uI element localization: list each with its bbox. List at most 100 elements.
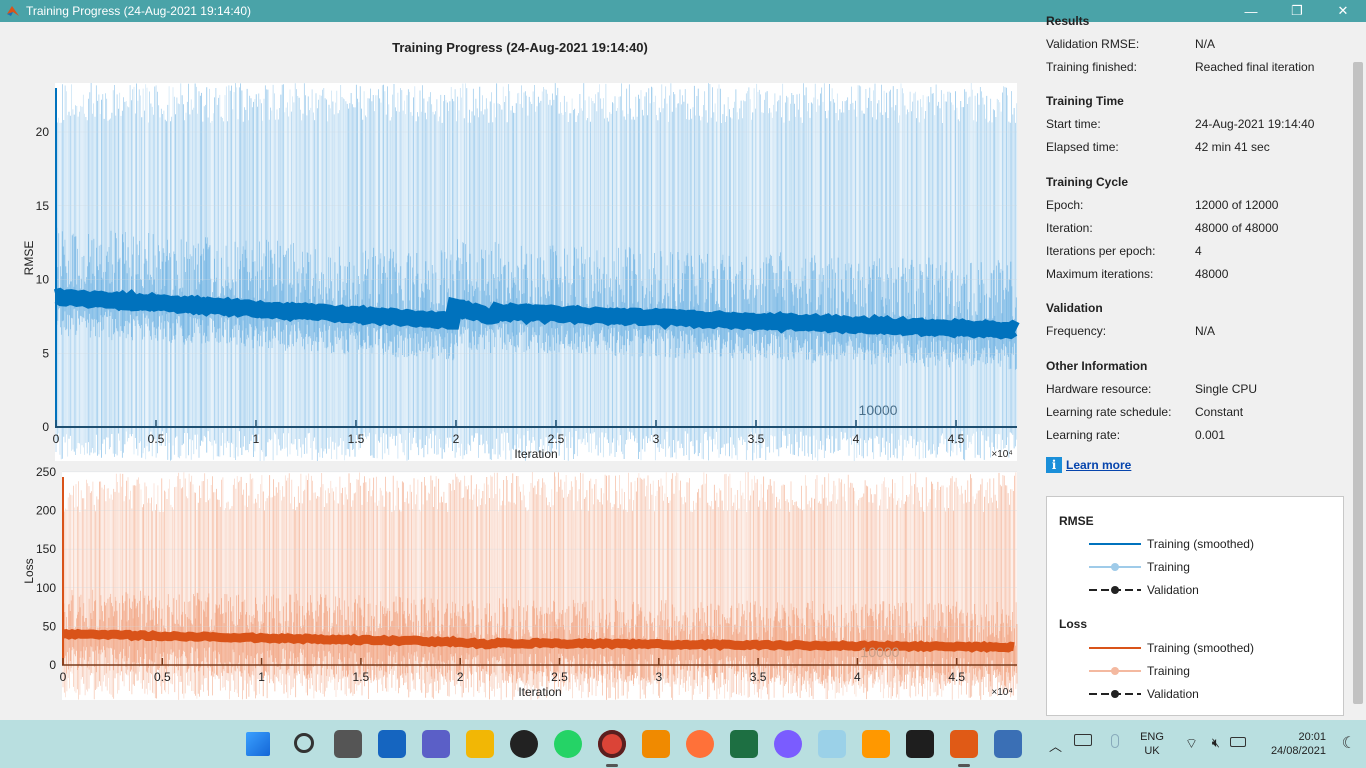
close-button[interactable]: ✕ xyxy=(1337,3,1349,18)
x-tick-label: 3 xyxy=(655,670,662,684)
legend-rmse-smoothed: Training (smoothed) xyxy=(1087,536,1254,552)
epoch-value: 12000 of 12000 xyxy=(1195,198,1279,212)
messenger-icon[interactable] xyxy=(774,730,802,758)
whatsapp-icon[interactable] xyxy=(554,730,582,758)
legend-panel: RMSE Training (smoothed) Training Valida… xyxy=(1046,496,1344,716)
learn-more-link[interactable]: Learn more xyxy=(1066,458,1132,472)
hardware-resource-label: Hardware resource: xyxy=(1046,382,1152,396)
loss-ylabel: Loss xyxy=(22,558,36,583)
teams-chat-icon[interactable] xyxy=(422,730,450,758)
search-icon[interactable] xyxy=(294,733,314,753)
chrome-icon[interactable] xyxy=(598,730,626,758)
validation-header: Validation xyxy=(1046,301,1103,315)
loss-training-raw-series xyxy=(62,472,1018,700)
training-progress-window: Training Progress (24-Aug-2021 19:14:40)… xyxy=(0,14,1366,720)
vlc-icon[interactable] xyxy=(642,730,670,758)
learning-rate-label: Learning rate: xyxy=(1046,428,1121,442)
legend-line-swatch xyxy=(1089,647,1141,649)
y-tick-label: 50 xyxy=(43,619,57,633)
window-title: Training Progress (24-Aug-2021 19:14:40) xyxy=(26,4,252,18)
keyboard-icon[interactable] xyxy=(1074,734,1092,746)
settings-icon[interactable] xyxy=(510,730,538,758)
rmse-x-multiplier: ×10⁴ xyxy=(991,449,1012,460)
loss-x-ticks: 0 0.5 1 1.5 2 2.5 3 3.5 4 4.5 xyxy=(60,658,965,684)
legend-marker-swatch xyxy=(1089,563,1141,571)
training-finished-label: Training finished: xyxy=(1046,60,1137,74)
clock[interactable]: 20:01 24/08/2021 xyxy=(1256,730,1326,758)
y-tick-label: 20 xyxy=(36,125,50,139)
x-tick-label: 2 xyxy=(453,432,460,446)
elapsed-time-label: Elapsed time: xyxy=(1046,140,1119,154)
x-tick-label: 3.5 xyxy=(748,432,765,446)
x-tick-label: 3 xyxy=(653,432,660,446)
language-top: ENG xyxy=(1140,731,1164,743)
widgets-icon[interactable] xyxy=(378,730,406,758)
legend-dashed-swatch xyxy=(1089,586,1141,594)
rmse-grid: 0 5 10 15 20 xyxy=(36,125,1017,434)
task-view-icon[interactable] xyxy=(334,730,362,758)
microphone-icon[interactable] xyxy=(1111,734,1119,748)
x-tick-label: 4.5 xyxy=(948,432,965,446)
firefox-icon[interactable] xyxy=(686,730,714,758)
matlab-icon[interactable] xyxy=(950,730,978,758)
language-indicator[interactable]: ENG UK xyxy=(1138,730,1166,758)
terminal-icon[interactable] xyxy=(906,730,934,758)
clock-date: 24/08/2021 xyxy=(1270,745,1326,757)
scrollbar-thumb[interactable] xyxy=(1353,62,1363,704)
excel-icon[interactable] xyxy=(730,730,758,758)
training-finished-value: Reached final iteration xyxy=(1195,60,1315,74)
x-tick-label: 2.5 xyxy=(551,670,568,684)
wifi-icon[interactable]: ⌔ xyxy=(1184,735,1198,751)
legend-label: Training xyxy=(1147,560,1190,574)
iterations-per-epoch-value: 4 xyxy=(1195,244,1202,258)
remote-desktop-icon[interactable] xyxy=(994,730,1022,758)
y-tick-label: 200 xyxy=(36,504,56,518)
info-panel: Results Validation RMSE: N/A Training fi… xyxy=(1046,14,1348,720)
focus-moon-icon[interactable]: ☾ xyxy=(1341,735,1356,752)
training-time-header: Training Time xyxy=(1046,94,1124,108)
file-explorer-icon[interactable] xyxy=(466,730,494,758)
loss-axes-background xyxy=(62,472,1017,700)
matlab-app-icon xyxy=(7,6,19,16)
learning-rate-schedule-value: Constant xyxy=(1195,405,1244,419)
rmse-xlabel: Iteration xyxy=(514,447,557,461)
plot-title: Training Progress (24-Aug-2021 19:14:40) xyxy=(392,40,648,55)
speaker-muted-icon[interactable]: 🔇︎ xyxy=(1211,735,1220,750)
loss-xlabel: Iteration xyxy=(518,685,561,699)
x-tick-label: 1 xyxy=(258,670,265,684)
rmse-ylabel: RMSE xyxy=(22,241,36,276)
learn-more-link-row: i Learn more xyxy=(1046,457,1131,473)
sublime-text-icon[interactable] xyxy=(862,730,890,758)
info-icon: i xyxy=(1046,457,1062,473)
legend-loss-training: Training xyxy=(1087,663,1190,679)
legend-label: Training (smoothed) xyxy=(1147,537,1254,551)
iteration-value: 48000 of 48000 xyxy=(1195,221,1279,235)
start-time-label: Start time: xyxy=(1046,117,1101,131)
loss-training-smoothed-series xyxy=(62,628,1015,653)
clock-time: 20:01 xyxy=(1298,731,1326,743)
photos-icon[interactable] xyxy=(818,730,846,758)
legend-rmse-header: RMSE xyxy=(1059,514,1094,528)
y-tick-label: 0 xyxy=(49,658,56,672)
battery-icon[interactable] xyxy=(1230,737,1246,747)
loss-epoch-marker: 10000 xyxy=(861,644,900,660)
chevron-up-icon[interactable]: ︿ xyxy=(1048,739,1062,754)
legend-loss-validation: Validation xyxy=(1087,686,1199,702)
y-tick-label: 10 xyxy=(36,273,50,287)
legend-marker-swatch xyxy=(1089,667,1141,675)
info-panel-scrollbar[interactable] xyxy=(1350,22,1366,720)
rmse-training-smoothed-series xyxy=(53,287,1020,340)
legend-loss-smoothed: Training (smoothed) xyxy=(1087,640,1254,656)
rmse-training-raw-series xyxy=(55,83,1018,461)
rmse-axes-background xyxy=(55,83,1017,461)
hardware-resource-value: Single CPU xyxy=(1195,382,1258,396)
windows-start-icon[interactable] xyxy=(246,732,270,756)
minimize-button[interactable]: — xyxy=(1244,3,1258,19)
other-information-header: Other Information xyxy=(1046,359,1148,373)
y-tick-label: 0 xyxy=(42,420,49,434)
x-tick-label: 2.5 xyxy=(548,432,565,446)
maximize-button[interactable]: ❐ xyxy=(1291,3,1303,18)
learning-rate-value: 0.001 xyxy=(1195,428,1226,442)
validation-rmse-value: N/A xyxy=(1195,37,1216,51)
